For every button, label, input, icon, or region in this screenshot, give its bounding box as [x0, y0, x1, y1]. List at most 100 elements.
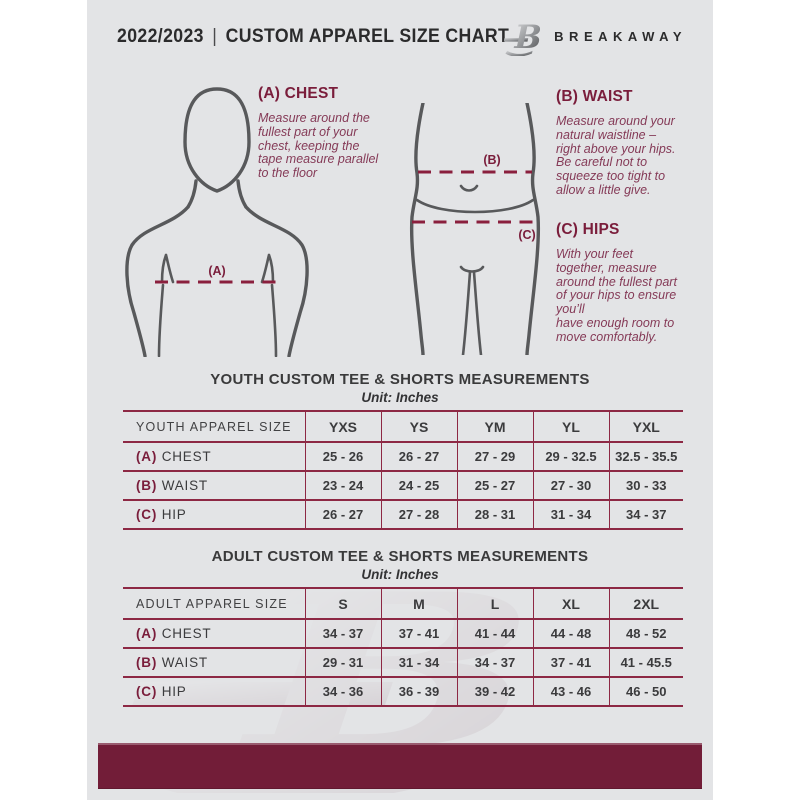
cell: 31 - 34 [532, 499, 609, 529]
row-label: (C) HIP [123, 499, 305, 529]
footer-bar [98, 743, 702, 789]
cell: 24 - 25 [380, 470, 457, 500]
cell: 44 - 48 [532, 618, 609, 648]
season-label: 2022/2023 [117, 26, 204, 47]
cell: 27 - 30 [532, 470, 609, 500]
waist-line-label: (B) [483, 153, 500, 167]
brand-lockup: B BREAKAWAY [503, 16, 687, 56]
cell: 30 - 33 [608, 470, 683, 500]
table-row: (C) HIP 34 - 36 36 - 39 39 - 42 43 - 46 … [123, 676, 683, 706]
shoulder-arm-right [244, 205, 309, 357]
table-row: (B) WAIST 23 - 24 24 - 25 25 - 27 27 - 3… [123, 470, 683, 500]
waist-body-text: Measure around your natural waistline – … [556, 114, 676, 197]
column-header: YXS [304, 410, 381, 442]
column-header: YL [532, 410, 609, 442]
column-header: YS [380, 410, 457, 442]
table-row: (C) HIP 26 - 27 27 - 28 28 - 31 31 - 34 … [123, 499, 683, 529]
title-text: CUSTOM APPAREL SIZE CHART [225, 26, 510, 47]
cell: 48 - 52 [608, 618, 683, 648]
youth-header-row: YOUTH APPAREL SIZE YXS YS YM YL YXL [123, 410, 683, 442]
chest-instruction: (A) CHEST Measure around the fullest par… [258, 85, 420, 181]
table-row: (B) WAIST 29 - 31 31 - 34 34 - 37 37 - 4… [123, 647, 683, 677]
hips-body-text: With your feet together, measure around … [556, 247, 677, 344]
cell: 43 - 46 [532, 676, 609, 706]
logo-letter: B [511, 17, 546, 56]
column-header: XL [532, 587, 609, 619]
cell: 25 - 26 [304, 441, 381, 471]
table-row: (A) CHEST 34 - 37 37 - 41 41 - 44 44 - 4… [123, 618, 683, 648]
size-chart-page: B 2022/2023 | CUSTOM APPAREL SIZE CHART B … [87, 0, 713, 800]
chest-body-text: Measure around the fullest part of your … [258, 111, 379, 181]
breakaway-b-logo-icon: B [503, 17, 546, 56]
head-outline [183, 87, 251, 193]
torso-figure: (A) [125, 87, 309, 357]
inner-thigh-left [461, 270, 472, 355]
table-row: (A) CHEST 25 - 26 26 - 27 27 - 29 29 - 3… [123, 441, 683, 471]
shoulder-arm-left [125, 205, 190, 357]
youth-size-table: YOUTH APPAREL SIZE YXS YS YM YL YXL (A) … [123, 410, 683, 530]
adult-table-title: ADULT CUSTOM TEE & SHORTS MEASUREMENTS [211, 548, 589, 565]
cell: 26 - 27 [380, 441, 457, 471]
cell: 34 - 37 [304, 618, 381, 648]
column-header: S [304, 587, 381, 619]
column-header: YXL [608, 410, 683, 442]
chest-heading: (A) CHEST [258, 85, 339, 102]
adult-size-table: ADULT APPAREL SIZE S M L XL 2XL (A) CHES… [123, 587, 683, 707]
crotch-curve [459, 265, 485, 273]
cell: 29 - 31 [304, 647, 381, 677]
inner-thigh-right [472, 270, 483, 355]
waist-instruction: (B) WAIST Measure around your natural wa… [556, 88, 710, 198]
cell: 37 - 41 [532, 647, 609, 677]
cell: 39 - 42 [456, 676, 533, 706]
adult-header-row: ADULT APPAREL SIZE S M L XL 2XL [123, 587, 683, 619]
cell: 29 - 32.5 [532, 441, 609, 471]
cell: 37 - 41 [380, 618, 457, 648]
cell: 34 - 37 [456, 647, 533, 677]
waist-heading: (B) WAIST [556, 88, 633, 105]
hips-heading: (C) HIPS [556, 221, 620, 238]
row-label: (B) WAIST [123, 647, 305, 677]
page-title: 2022/2023 | CUSTOM APPAREL SIZE CHART [117, 26, 509, 48]
row-label: (B) WAIST [123, 470, 305, 500]
cell: 27 - 29 [456, 441, 533, 471]
cell: 32.5 - 35.5 [608, 441, 683, 471]
row-label: (A) CHEST [123, 441, 305, 471]
inner-arm-right [270, 283, 278, 357]
armpit-left [160, 253, 175, 284]
column-header: M [380, 587, 457, 619]
cell: 27 - 28 [380, 499, 457, 529]
row-label: (C) HIP [123, 676, 305, 706]
column-header: ADULT APPAREL SIZE [123, 587, 305, 619]
youth-table-unit: Unit: Inches [361, 390, 439, 405]
armpit-right [260, 253, 275, 284]
body-outline-right [525, 103, 541, 355]
column-header: YM [456, 410, 533, 442]
cell: 41 - 44 [456, 618, 533, 648]
cell: 28 - 31 [456, 499, 533, 529]
neck-left [186, 179, 198, 209]
column-header: YOUTH APPAREL SIZE [123, 410, 305, 442]
hip-curve [415, 198, 535, 214]
cell: 41 - 45.5 [608, 647, 683, 677]
hips-instruction: (C) HIPS With your feet together, measur… [556, 221, 718, 345]
youth-table-title: YOUTH CUSTOM TEE & SHORTS MEASUREMENTS [210, 371, 590, 388]
cell: 34 - 37 [608, 499, 683, 529]
cell: 26 - 27 [304, 499, 381, 529]
navel [459, 184, 479, 192]
cell: 25 - 27 [456, 470, 533, 500]
cell: 23 - 24 [304, 470, 381, 500]
cell: 34 - 36 [304, 676, 381, 706]
chest-line-label: (A) [208, 264, 225, 278]
cell: 36 - 39 [380, 676, 457, 706]
title-divider: | [212, 26, 218, 47]
column-header: L [456, 587, 533, 619]
neck-right [236, 179, 248, 209]
cell: 46 - 50 [608, 676, 683, 706]
row-label: (A) CHEST [123, 618, 305, 648]
adult-table-unit: Unit: Inches [361, 567, 439, 582]
body-outline-left [409, 103, 425, 355]
column-header: 2XL [608, 587, 683, 619]
cell: 31 - 34 [380, 647, 457, 677]
inner-arm-left [157, 283, 165, 357]
hip-line-label: (C) [518, 228, 535, 242]
